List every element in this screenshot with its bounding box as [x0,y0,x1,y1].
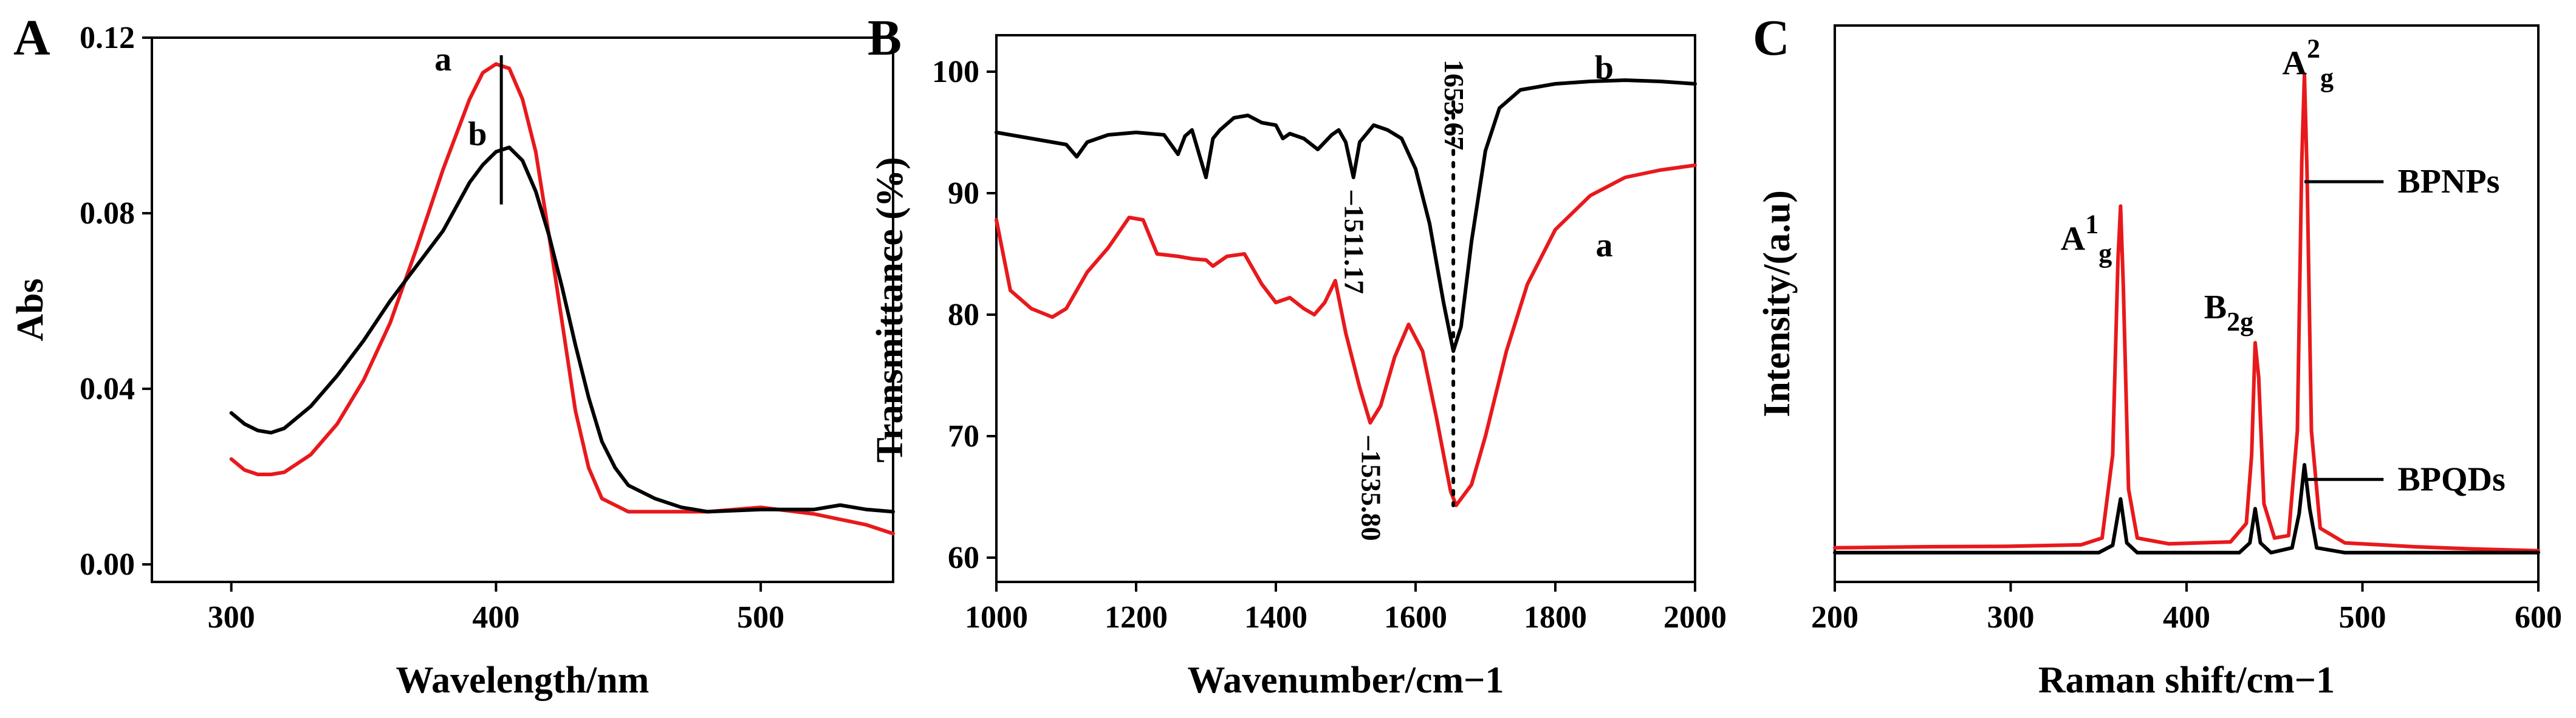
panel-b-x-tick-label: 1200 [1105,600,1168,635]
panel-b-y-tick-label: 80 [948,298,979,332]
panel-b-x-tick-label: 1400 [1244,600,1307,635]
panel-c-y-axis-title: Intensity/(a.u) [1756,190,1798,417]
panel-a-annotations: ab [434,41,503,205]
panel-c-x-tick-label: 200 [1811,600,1858,635]
panel-b-peak-label-1535-80: –1535.80 [1355,436,1386,541]
panel-a-y-tick-label: 0.08 [80,196,135,231]
panel-b-y-axis-title: Transmittance (%) [869,157,911,462]
panel-b-y-tick-label: 60 [948,541,979,575]
panel-b-y-tick-label: 70 [948,419,979,454]
panel-a-series-label-a: a [434,41,451,78]
panel-c-legend-bpqds: BPQDs [2397,460,2505,498]
panel-a-y-tick-label: 0.04 [80,372,135,406]
panel-a-label: A [13,10,50,66]
panel-c-legend-bpnps: BPNPs [2397,163,2499,200]
panel-c-x-tick-label: 400 [2163,600,2210,635]
panel-c-frame [1834,24,2540,583]
panel-c-ticks: 200 300 400 500 600 [1811,582,2562,635]
panel-a-x-axis-title: Wavelength/nm [396,660,649,701]
panel-c-raman-chart: C 200 300 400 500 600 BPNPs BPQDs A1g B2g A2g Ra… [1753,10,2562,701]
panel-b-series-label-a: a [1596,227,1613,264]
panel-a-series-label-b: b [468,115,487,153]
panel-c-x-axis-title: Raman shift/cm−1 [2038,660,2335,701]
panel-b-series [995,78,1697,507]
panel-a-series-a [229,62,895,536]
panel-a-x-tick-label: 300 [208,600,255,635]
panel-b-label: B [868,10,902,66]
panel-c-x-tick-label: 300 [1987,600,2035,635]
panel-a-series [229,62,895,536]
panel-b-peak-label-1511-17: –1511.17 [1339,190,1370,294]
panel-c-peak-label-a2g: A2g [2283,33,2334,92]
panel-a-y-axis-title: Abs [10,278,51,341]
panel-b-x-axis-title: Wavenumber/cm−1 [1188,660,1504,701]
panel-a-frame [151,36,894,583]
panel-b-series-b [995,78,1697,353]
panel-a-x-tick-label: 500 [737,600,784,635]
panel-b-peak-label-text: –1511.17 [1339,190,1370,294]
panel-c-series-bpnps [1833,72,2540,553]
panel-c-series [1833,72,2540,555]
panel-a-y-tick-label: 0.00 [80,547,135,582]
panel-b-x-tick-label: 1800 [1524,600,1587,635]
panel-c-peak-label-a1g: A1g [2061,210,2112,268]
panel-a-absorbance-chart: A 300 400 500 0.00 0.04 0.08 0.12 ab Wavelengt… [10,10,895,701]
panel-b-x-tick-label: 1600 [1384,600,1447,635]
panel-b-ticks: 1000 1200 1400 1600 1800 2000 60 70 80 90 100 [932,55,1727,635]
panel-c-x-tick-label: 500 [2339,600,2386,635]
panel-c-series-bpqds [1833,463,2540,555]
panel-b-y-tick-label: 90 [948,176,979,211]
panel-b-peak-label-1653-67: 1653.67 [1439,60,1470,151]
panel-a-y-tick-label: 0.12 [80,21,135,55]
panel-a-x-tick-label: 400 [472,600,519,635]
panel-c-annotations: BPNPs BPQDs A1g B2g A2g [2061,33,2506,498]
panel-b-peak-label-text: 1653.67 [1439,60,1470,151]
panel-b-x-tick-label: 2000 [1663,600,1727,635]
panel-c-label: C [1753,10,1790,66]
panel-c-x-tick-label: 600 [2515,600,2562,635]
panel-b-frame [995,34,1696,583]
panel-b-annotations: b a –1511.17 –1535.80 1653.67 [1339,49,1614,541]
panel-b-series-a [995,163,1697,507]
panel-c-peak-label-b2g: B2g [2204,289,2253,337]
panel-b-y-tick-label: 100 [932,55,979,89]
panel-b-ftir-chart: B 1000 1200 1400 1600 1800 2000 60 70 80 90 100 b a… [868,10,1727,701]
panel-a-ticks: 300 400 500 0.00 0.04 0.08 0.12 [80,21,784,635]
panel-b-series-label-b: b [1595,49,1614,87]
panel-b-x-tick-label: 1000 [965,600,1028,635]
panel-a-series-b [229,145,895,514]
panel-b-peak-label-text: –1535.80 [1355,436,1386,541]
